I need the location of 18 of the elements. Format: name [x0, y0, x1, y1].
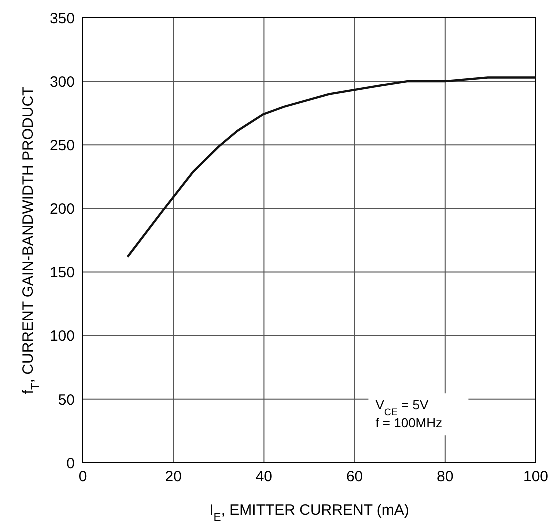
- x-tick-label: 40: [256, 468, 273, 486]
- y-tick-label: 0: [66, 455, 75, 472]
- x-tick-label: 0: [78, 468, 88, 486]
- y-tick-label: 300: [50, 74, 75, 91]
- x-tick-label: 100: [523, 468, 549, 486]
- annotation: f = 100MHz: [376, 416, 443, 431]
- x-tick-label: 80: [437, 468, 454, 486]
- y-tick-label: 250: [50, 137, 75, 154]
- annotation: V$_{CE}$ = 5V: [376, 398, 429, 418]
- line-series: [126, 76, 536, 258]
- y-tick-label: 150: [50, 264, 75, 282]
- y-tick-label: 100: [50, 328, 75, 346]
- x-tick-label: 20: [165, 468, 182, 486]
- x-axis-title: I$_{E}$, EMITTER CURRENT (mA): [210, 502, 410, 524]
- x-tick-label: 60: [346, 468, 364, 486]
- y-tick-label: 200: [50, 201, 75, 218]
- y-tick-label: 350: [50, 10, 75, 28]
- y-tick-label: 50: [58, 392, 75, 409]
